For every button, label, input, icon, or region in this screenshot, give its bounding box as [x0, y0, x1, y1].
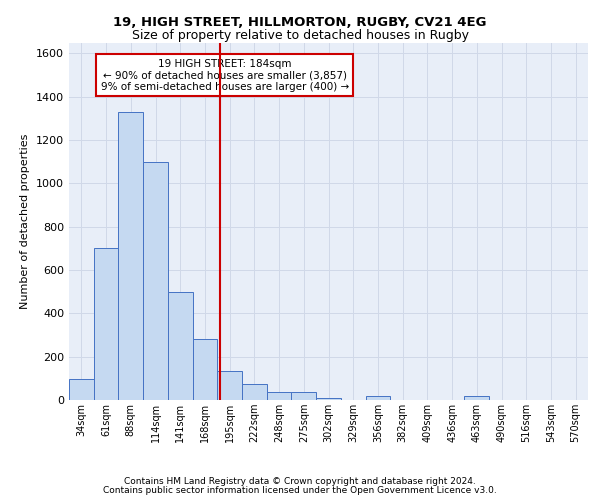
Bar	[365, 396, 390, 400]
Text: Size of property relative to detached houses in Rugby: Size of property relative to detached ho…	[131, 29, 469, 42]
Bar	[69, 380, 94, 400]
Bar	[217, 371, 242, 400]
Bar	[267, 392, 292, 400]
Y-axis label: Number of detached properties: Number of detached properties	[20, 134, 31, 309]
Bar	[168, 292, 193, 400]
Bar	[94, 248, 118, 400]
Bar	[242, 384, 267, 400]
Bar	[464, 396, 489, 400]
Bar	[118, 112, 143, 400]
Text: Contains HM Land Registry data © Crown copyright and database right 2024.: Contains HM Land Registry data © Crown c…	[124, 478, 476, 486]
Bar	[193, 340, 217, 400]
Text: 19 HIGH STREET: 184sqm
← 90% of detached houses are smaller (3,857)
9% of semi-d: 19 HIGH STREET: 184sqm ← 90% of detached…	[101, 58, 349, 92]
Bar	[316, 398, 341, 400]
Bar	[292, 392, 316, 400]
Text: 19, HIGH STREET, HILLMORTON, RUGBY, CV21 4EG: 19, HIGH STREET, HILLMORTON, RUGBY, CV21…	[113, 16, 487, 29]
Text: Contains public sector information licensed under the Open Government Licence v3: Contains public sector information licen…	[103, 486, 497, 495]
Bar	[143, 162, 168, 400]
